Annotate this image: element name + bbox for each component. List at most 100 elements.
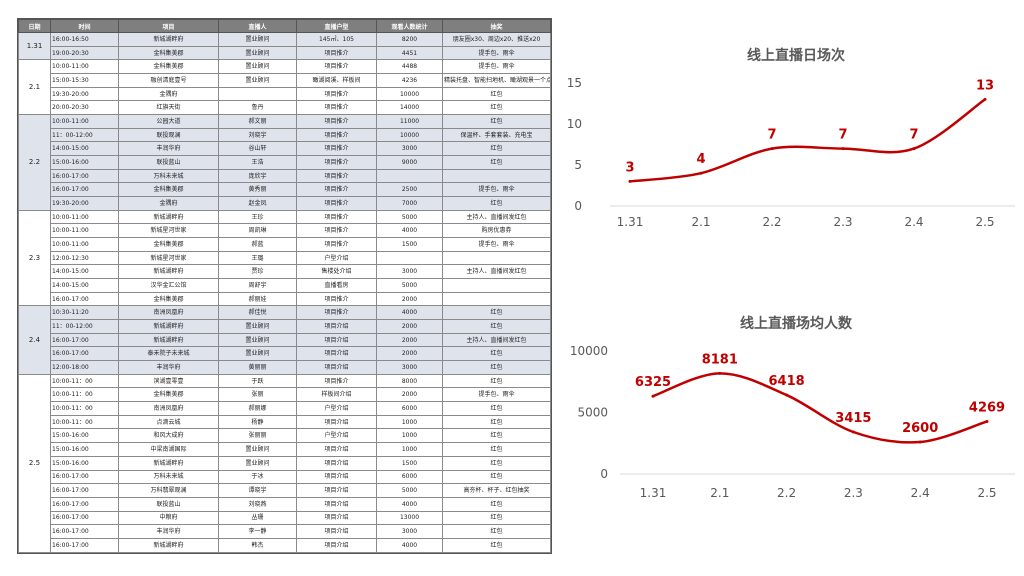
table-row: 19:30-20:00 金隅府 赵金凤 项目推介 7000 红包 xyxy=(19,196,551,211)
lottery-cell xyxy=(442,278,551,293)
unit-type-cell: 项目介绍 xyxy=(296,414,377,430)
header-unit-type: 直播户型 xyxy=(296,19,377,33)
header-time: 时间 xyxy=(50,19,119,33)
viewer-count-cell: 5000 xyxy=(376,483,443,498)
table-row: 19:00-20:30 金科集美郡 置业顾问 项目推介 4451 提手包、雨伞 xyxy=(19,45,551,61)
host-cell: 王璐 xyxy=(218,250,297,266)
lottery-cell: 红包 xyxy=(442,510,551,526)
time-cell: 16:00-16:50 xyxy=(50,32,119,47)
host-cell: 庞欣宇 xyxy=(218,168,297,184)
table-row: 1.31 16:00-16:50 新城湖畔府 置业顾问 145㎡、105 8200 朋友圈x… xyxy=(18,31,551,61)
lottery-cell: 红包 xyxy=(442,469,551,485)
viewer-count-cell: 3000 xyxy=(376,524,443,539)
project-cell: 金科集美郡 xyxy=(118,59,219,75)
viewer-count-cell: 4000 xyxy=(376,496,443,512)
host-cell: 赵金凤 xyxy=(218,196,297,211)
x-tick-label: 2.5 xyxy=(975,215,994,229)
unit-type-cell: 瞰湖阅溪、样板间 xyxy=(296,73,377,88)
y-tick-label: 5000 xyxy=(577,406,608,420)
project-cell: 泰禾院子未来城 xyxy=(118,346,219,362)
chart-daily-sessions: 线上直播日场次 0 5 10 15 1.31 2.1 2.2 2.3 2.4 2.5 3 4 7 7 7 13 xyxy=(560,40,1020,245)
table-row: 2.5 10:00-11：00 滨湖壹零壹 于跃 项目推介 8000 红包 xyxy=(18,373,551,554)
time-cell: 16:00-17:00 xyxy=(50,182,119,198)
lottery-cell: 主持人、直播间发红包 xyxy=(442,264,551,280)
time-cell: 19:30-20:00 xyxy=(50,196,119,211)
unit-type-cell: 项目推介 xyxy=(296,155,377,170)
table-row: 16:00-17:00 丰润华府 李一静 项目介绍 3000 红包 xyxy=(19,524,551,539)
data-point xyxy=(718,371,722,375)
lottery-cell: 红包 xyxy=(442,86,551,102)
project-cell: 万科未来城 xyxy=(118,469,219,485)
chart-avg-viewers-svg: 线上直播场均人数 0 5000 10000 1.31 2.1 2.2 2.3 2.4 2.5 63… xyxy=(570,315,1015,500)
host-cell: 王珍 xyxy=(218,209,297,225)
table-row: 16:00-17:00 中粮府 丛珊 项目介绍 13000 红包 xyxy=(19,510,551,526)
y-tick-label: 10 xyxy=(567,117,582,131)
project-cell: 联投蓝山 xyxy=(118,155,219,170)
host-cell: 郝丽娃 xyxy=(218,291,297,307)
host-cell: 于冰 xyxy=(218,469,297,485)
time-cell: 16:00-17:00 xyxy=(50,346,119,362)
unit-type-cell: 项目介绍 xyxy=(296,510,377,526)
viewer-count-cell: 4000 xyxy=(376,537,443,554)
header-lottery: 抽奖 xyxy=(442,19,551,33)
time-cell: 12:00-12:30 xyxy=(50,250,119,266)
time-cell: 10:00-11:00 xyxy=(50,237,119,252)
y-tick-label: 5 xyxy=(574,158,582,172)
time-cell: 19:30-20:00 xyxy=(50,86,119,102)
host-cell: 黄丽丽 xyxy=(218,360,297,375)
host-cell: 置业顾问 xyxy=(218,45,297,61)
lottery-cell: 红包 xyxy=(442,455,551,471)
table-row: 10:00-11：00 南洲凤凰府 郝丽娜 户型介绍 6000 红包 xyxy=(19,401,551,416)
project-cell: 融创清庭壹号 xyxy=(118,73,219,88)
time-cell: 10:00-11:00 xyxy=(50,114,119,129)
table-row: 15:00-16:00 和风大成府 张丽丽 户型介绍 1000 红包 xyxy=(19,428,551,444)
series-line xyxy=(629,98,986,183)
host-cell: 谷山轩 xyxy=(218,141,297,157)
host-cell: 王浩 xyxy=(218,155,297,170)
viewer-count-cell: 5000 xyxy=(376,278,443,293)
project-cell: 金科集美郡 xyxy=(118,291,219,307)
lottery-cell: 红包 xyxy=(442,305,551,321)
viewer-count-cell: 2000 xyxy=(376,319,443,334)
lottery-cell: 红包 xyxy=(442,346,551,362)
project-cell: 万科翡翠观澜 xyxy=(118,483,219,498)
lottery-cell: 红包 xyxy=(442,442,551,457)
time-cell: 14:00-15:00 xyxy=(50,278,119,293)
table-body: 1.31 16:00-16:50 新城湖畔府 置业顾问 145㎡、105 8200 朋友圈x… xyxy=(18,31,551,554)
x-tick-label: 2.2 xyxy=(762,215,781,229)
host-cell: 置业顾问 xyxy=(218,32,297,47)
viewer-count-cell: 3000 xyxy=(376,141,443,157)
lottery-cell: 红包 xyxy=(442,114,551,129)
table-header-row: 日期 时间 项目 直播人 直播户型 观看人数统计 抽奖 xyxy=(18,19,551,33)
time-cell: 11：00-12:00 xyxy=(50,127,119,143)
viewer-count-cell xyxy=(376,168,443,184)
viewer-count-cell: 1500 xyxy=(376,455,443,471)
viewer-count-cell: 4236 xyxy=(376,73,443,88)
lottery-cell xyxy=(442,250,551,266)
table-row: 16:00-17:00 泰禾院子未来城 置业顾问 项目介绍 2000 红包 xyxy=(19,346,551,362)
viewer-count-cell: 13000 xyxy=(376,510,443,526)
data-label: 3415 xyxy=(835,411,871,426)
lottery-cell xyxy=(442,291,551,307)
host-cell: 杨静 xyxy=(218,414,297,430)
unit-type-cell: 项目推介 xyxy=(296,127,377,143)
unit-type-cell: 项目介绍 xyxy=(296,524,377,539)
data-label: 7 xyxy=(767,128,776,143)
time-cell: 10:00-11：00 xyxy=(50,373,119,389)
lottery-cell: 红包 xyxy=(442,196,551,211)
data-label: 7 xyxy=(909,128,918,143)
unit-type-cell: 户型介绍 xyxy=(296,401,377,416)
schedule-table: 日期 时间 项目 直播人 直播户型 观看人数统计 抽奖 1.31 16:00-16… xyxy=(17,18,552,554)
project-cell: 丰润华府 xyxy=(118,524,219,539)
host-cell: 刘晓燕 xyxy=(218,496,297,512)
host-cell xyxy=(218,86,297,102)
table-row: 12:00-12:30 新城星河世家 王璐 户型介绍 xyxy=(19,250,551,266)
data-label: 4269 xyxy=(969,400,1005,415)
data-point xyxy=(785,393,789,397)
data-point xyxy=(918,440,922,444)
time-cell: 10:00-11:00 xyxy=(50,59,119,75)
viewer-count-cell: 2000 xyxy=(376,346,443,362)
viewer-count-cell: 1500 xyxy=(376,237,443,252)
lottery-cell: 红包 xyxy=(442,141,551,157)
data-point xyxy=(983,97,987,101)
